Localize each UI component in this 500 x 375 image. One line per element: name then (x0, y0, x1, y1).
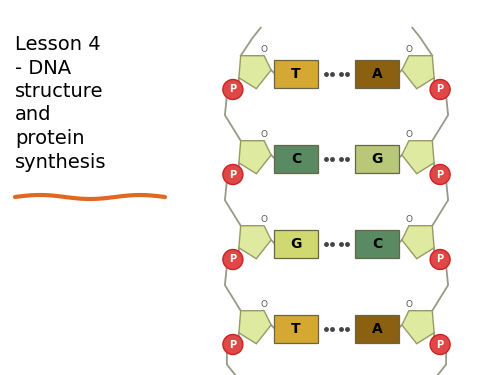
FancyBboxPatch shape (355, 60, 399, 88)
Circle shape (430, 80, 450, 99)
FancyBboxPatch shape (355, 230, 399, 258)
Text: A: A (372, 67, 382, 81)
Text: Lesson 4
- DNA
structure
and
protein
synthesis: Lesson 4 - DNA structure and protein syn… (15, 35, 106, 171)
Text: O: O (260, 130, 268, 139)
Circle shape (223, 334, 243, 354)
Text: P: P (436, 339, 444, 350)
Circle shape (223, 249, 243, 270)
Text: C: C (291, 152, 301, 166)
Polygon shape (239, 311, 271, 344)
Circle shape (430, 165, 450, 184)
Text: P: P (230, 84, 236, 94)
Text: O: O (260, 215, 268, 224)
Text: O: O (260, 45, 268, 54)
FancyBboxPatch shape (274, 230, 318, 258)
FancyBboxPatch shape (274, 60, 318, 88)
Text: P: P (436, 170, 444, 180)
Text: P: P (436, 84, 444, 94)
Polygon shape (402, 56, 434, 89)
FancyBboxPatch shape (355, 145, 399, 173)
Circle shape (223, 165, 243, 184)
Circle shape (430, 334, 450, 354)
Polygon shape (402, 141, 434, 174)
Text: O: O (406, 215, 412, 224)
Circle shape (223, 80, 243, 99)
Text: C: C (372, 237, 382, 251)
Circle shape (430, 249, 450, 270)
Text: P: P (230, 255, 236, 264)
Polygon shape (239, 141, 271, 174)
Text: G: G (371, 152, 382, 166)
Polygon shape (402, 311, 434, 344)
Text: P: P (230, 170, 236, 180)
Polygon shape (239, 226, 271, 259)
Text: O: O (260, 300, 268, 309)
Text: O: O (406, 130, 412, 139)
Text: O: O (406, 45, 412, 54)
Text: P: P (436, 255, 444, 264)
FancyBboxPatch shape (355, 315, 399, 343)
FancyBboxPatch shape (274, 145, 318, 173)
Text: T: T (292, 322, 301, 336)
Polygon shape (402, 226, 434, 259)
Text: O: O (406, 300, 412, 309)
Text: P: P (230, 339, 236, 350)
Text: G: G (290, 237, 302, 251)
Text: T: T (292, 67, 301, 81)
Text: A: A (372, 322, 382, 336)
FancyBboxPatch shape (274, 315, 318, 343)
Polygon shape (239, 56, 271, 89)
